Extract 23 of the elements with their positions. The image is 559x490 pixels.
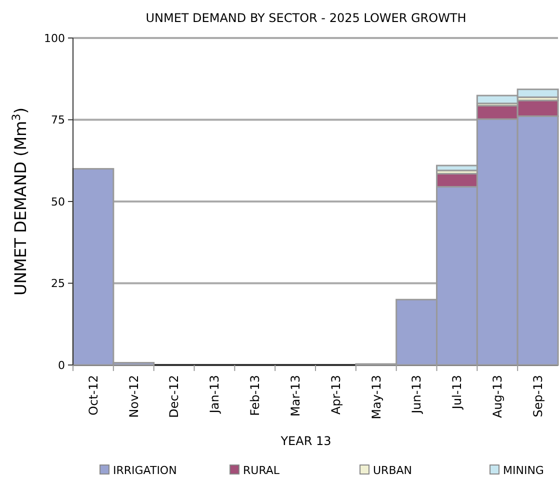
x-tick-label: Jun-13: [410, 375, 424, 414]
x-tick-label: Sep-13: [530, 375, 545, 418]
x-tick-label: Nov-12: [126, 375, 141, 418]
x-tick-label: Mar-13: [288, 375, 302, 416]
legend-label: IRRIGATION: [113, 464, 177, 477]
x-tick-label: Dec-12: [167, 375, 182, 418]
legend-label: URBAN: [373, 464, 412, 477]
y-tick-label: 100: [44, 32, 65, 45]
x-tick-label: May-13: [369, 375, 384, 420]
y-tick-label: 25: [51, 277, 65, 290]
legend-label: RURAL: [243, 464, 280, 477]
x-tick-label: Feb-13: [248, 375, 262, 416]
chart-title: UNMET DEMAND BY SECTOR - 2025 LOWER GROWTH: [146, 11, 466, 25]
legend-label: MINING: [503, 464, 544, 477]
x-tick-label: Jul-13: [450, 375, 464, 410]
x-tick-label: Apr-13: [328, 375, 343, 415]
y-tick-label: 0: [58, 358, 65, 372]
x-tick-label: Jan-13: [208, 375, 222, 414]
y-tick-label: 50: [51, 195, 65, 208]
x-axis-title: YEAR 13: [280, 434, 332, 448]
y-tick-label: 75: [51, 114, 65, 127]
x-tick-label: Oct-12: [86, 375, 100, 416]
x-tick-label: Aug-13: [490, 375, 505, 418]
